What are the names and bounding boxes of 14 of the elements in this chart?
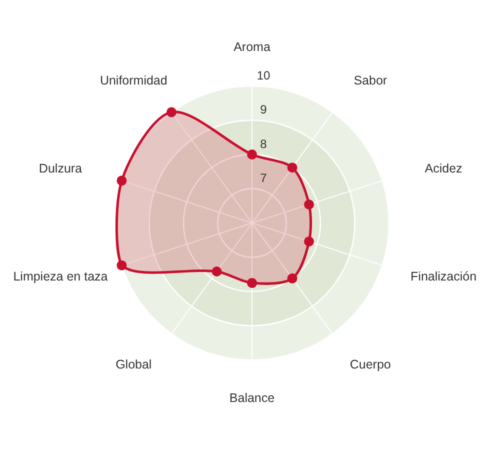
spoke-label: Finalización <box>410 270 477 284</box>
y-tick-label: 8 <box>260 136 268 151</box>
spoke-label: Uniformidad <box>100 74 168 88</box>
spoke-label: Acidez <box>424 161 462 176</box>
spoke-label: Cuerpo <box>350 357 391 372</box>
spoke-label: Limpieza en taza <box>13 270 108 284</box>
spoke-label: Dulzura <box>38 161 82 176</box>
spoke-label: Balance <box>229 390 275 405</box>
y-tick-label: 9 <box>260 102 268 117</box>
spoke-label: Sabor <box>354 74 388 88</box>
y-tick-label: 7 <box>260 171 268 186</box>
spoke-label: Global <box>116 357 152 372</box>
y-tick-label: 10 <box>256 68 270 82</box>
spoke-label: Aroma <box>234 40 270 54</box>
